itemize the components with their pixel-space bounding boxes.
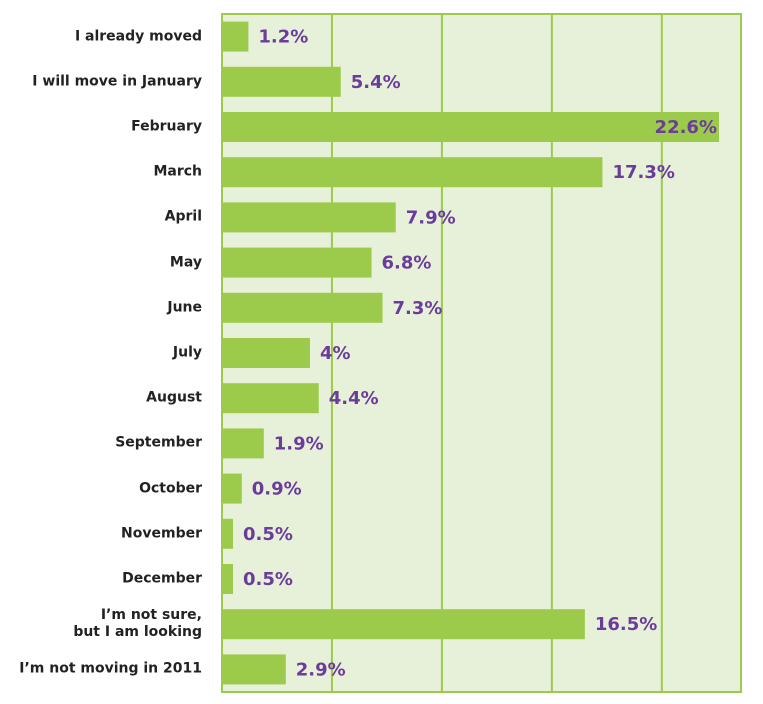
category-label: November [121,525,202,542]
bar [222,202,396,233]
bar [222,292,383,323]
bar [222,609,585,640]
value-label: 6.8% [382,253,432,274]
value-label: 0.5% [243,524,293,545]
value-label: 4% [320,343,351,364]
value-label: 5.4% [351,72,401,93]
value-label: 16.5% [595,614,657,635]
bar [222,428,264,459]
category-label: I’m not moving in 2011 [19,660,202,677]
category-label: June [167,299,202,316]
value-label: 1.9% [274,433,324,454]
bar [222,157,603,188]
category-label: I will move in January [32,73,202,90]
value-label: 1.2% [258,27,308,48]
bar [222,247,372,278]
value-label: 7.3% [393,298,443,319]
category-label: I’m not sure, but I am looking [73,607,202,641]
category-label: I already moved [74,28,202,45]
value-label: 2.9% [296,659,346,680]
value-label: 4.4% [329,388,379,409]
category-label: February [131,118,202,135]
bar [222,21,249,52]
category-label: April [164,208,202,225]
category-label: March [153,163,202,180]
value-label: 0.9% [252,479,302,500]
value-label: 7.9% [406,207,456,228]
bar [222,564,233,594]
category-label: December [122,570,202,587]
bar [222,383,319,414]
bar [222,473,242,504]
category-label: September [115,434,202,451]
bar [222,338,310,368]
value-label: 22.6% [655,117,717,138]
bar [222,112,720,142]
category-label: May [169,254,202,271]
bar [222,654,286,685]
category-label: July [172,344,202,361]
value-label: 17.3% [612,162,674,183]
bar [222,518,233,549]
category-label: October [139,480,202,497]
category-label: August [146,389,202,406]
bar [222,66,341,97]
value-label: 0.5% [243,569,293,590]
